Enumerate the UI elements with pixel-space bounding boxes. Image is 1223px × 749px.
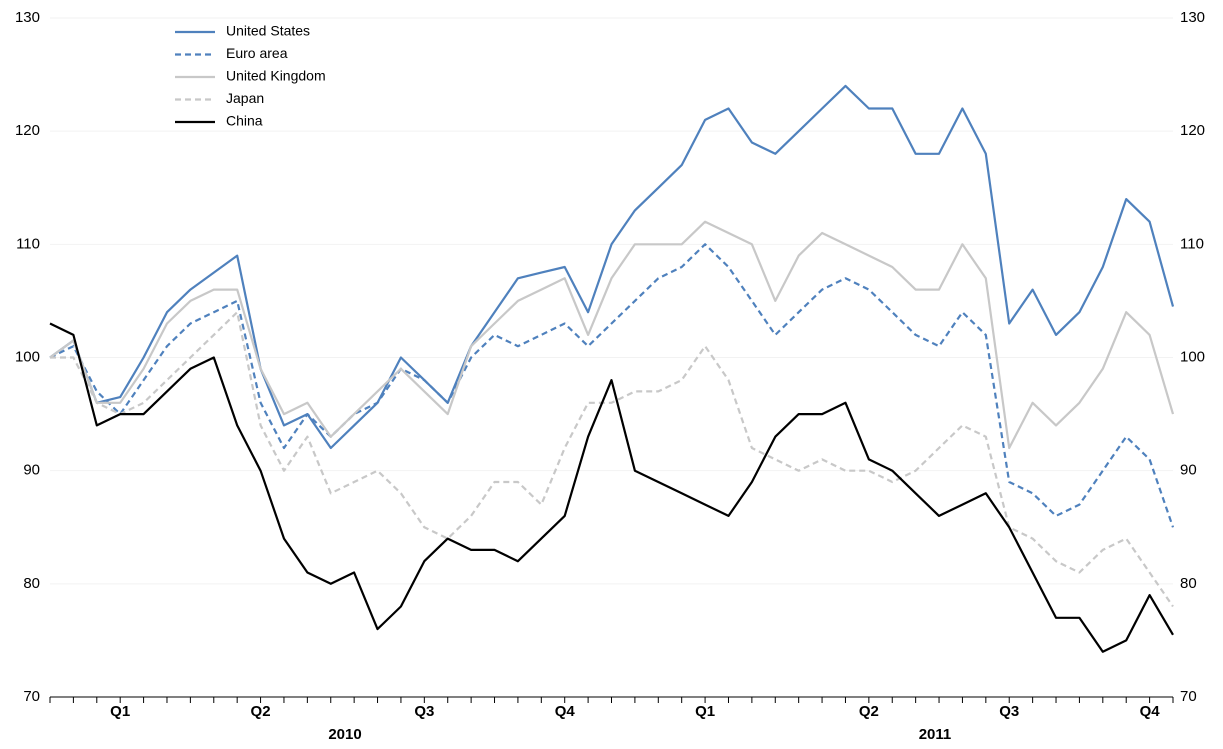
series-line	[49, 220, 1175, 450]
y-tick-label: 90	[23, 462, 40, 479]
y-tick-label: 120	[15, 122, 40, 139]
legend-label: Euro area	[226, 45, 288, 61]
series-line	[49, 322, 1174, 653]
x-tick-label: Q4	[555, 703, 576, 720]
y2-tick-label: 130	[1180, 9, 1205, 26]
year-label: 2011	[919, 726, 952, 743]
y2-tick-label: 100	[1180, 348, 1205, 365]
y-tick-label: 70	[23, 688, 40, 705]
x-tick-label: Q3	[999, 703, 1019, 720]
year-label: 2010	[328, 726, 361, 743]
legend-label: Japan	[226, 90, 264, 106]
legend-label: United Kingdom	[226, 68, 326, 84]
series-line	[50, 311, 1174, 608]
y-tick-label: 80	[23, 575, 40, 592]
series-line	[49, 243, 1175, 528]
y2-tick-label: 80	[1180, 575, 1197, 592]
x-tick-label: Q1	[110, 703, 130, 720]
y2-tick-label: 70	[1180, 688, 1197, 705]
y-tick-label: 100	[15, 348, 40, 365]
y2-tick-label: 90	[1180, 462, 1197, 479]
series-line	[49, 84, 1175, 450]
legend-label: United States	[226, 23, 310, 39]
y-tick-label: 110	[16, 235, 40, 252]
x-tick-label: Q3	[414, 703, 434, 720]
legend-label: China	[226, 113, 263, 129]
x-tick-label: Q2	[251, 703, 271, 720]
y-tick-label: 130	[15, 9, 40, 26]
y2-tick-label: 120	[1180, 122, 1205, 139]
y2-tick-label: 110	[1180, 235, 1204, 252]
x-tick-label: Q2	[859, 703, 879, 720]
x-tick-label: Q1	[695, 703, 715, 720]
x-tick-label: Q4	[1140, 703, 1161, 720]
